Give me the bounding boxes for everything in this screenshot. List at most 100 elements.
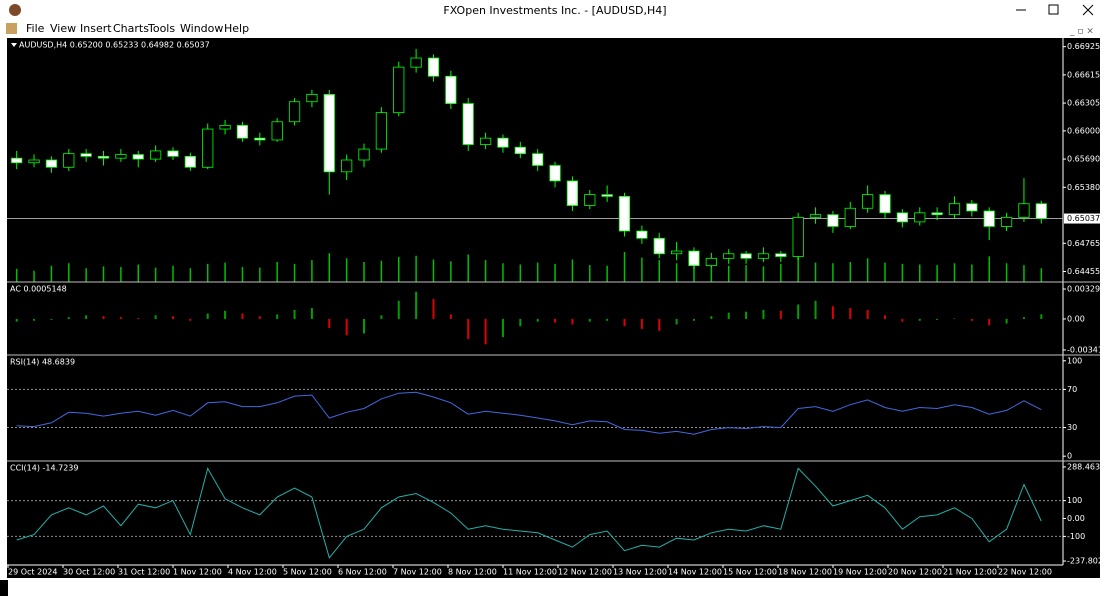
cci-line [16,467,1042,559]
menu-item[interactable]: Charts [113,22,149,35]
candle-body [323,94,335,173]
x-tick-label: 13 Nov 12:00 [613,568,667,577]
child-controls[interactable]: _ ▫ × [1069,27,1094,37]
candle-body [966,203,978,212]
y-tick-label: 0.66925 [1067,42,1100,51]
menu-item[interactable]: Insert [80,22,112,35]
x-tick-label: 1 Nov 12:00 [173,568,222,577]
y-tick-label: 0.66615 [1067,70,1100,79]
candle-body [1000,216,1013,227]
candle-body [757,253,770,259]
candle-body [931,212,943,216]
maximize-button[interactable] [1048,4,1059,15]
candle-body [844,207,856,227]
candle-body [688,250,700,267]
candle-body [11,157,23,164]
y-tick-label: 0 [1067,452,1072,461]
menu-item[interactable]: File [26,22,45,35]
y-tick-label: 0.66000 [1067,126,1100,135]
candle-body [219,125,231,130]
candle-body [375,112,387,150]
indicator-label: RSI(14) 48.6839 [10,358,75,367]
candle-body [879,194,891,214]
menu-item[interactable]: View [50,22,76,35]
y-tick-label: -100 [1067,532,1085,541]
candle-body [601,194,613,197]
x-tick-label: 8 Nov 12:00 [448,568,497,577]
y-tick-label: 70 [1067,385,1077,394]
candle-body [358,148,370,161]
status-marker [0,580,8,596]
candle-body [393,66,405,114]
candle-body [167,150,179,157]
candle-body [549,165,561,182]
y-tick-label: 0.65380 [1067,183,1100,192]
candle-body [1035,203,1047,219]
candle-body [584,194,596,206]
y-tick-label: 100 [1067,496,1082,505]
menu-item[interactable]: Help [224,22,249,35]
chart-layer: 0.66925 0.66615 0.66305 0.66000 0.65690 0.653… [7,42,1108,577]
menu-item[interactable]: Tools [147,22,175,35]
candle-body [827,214,839,227]
candle-body [479,137,492,145]
y-tick-label: 0.003295 [1067,285,1105,294]
candle-body [445,75,457,104]
candle-body [28,159,40,164]
menu-bar [0,20,1110,38]
x-tick-label: 12 Nov 12:00 [558,568,612,577]
y-tick-label: 288.4631 [1067,462,1105,471]
rsi-line [16,391,1042,435]
doc-icon [6,23,17,34]
y-tick-label: 0.66305 [1067,99,1100,108]
candle-body [896,212,908,223]
y-tick-label: 0.00 [1067,514,1085,523]
candle-body [63,153,75,168]
candle-body [97,155,110,159]
x-tick-label: 5 Nov 12:00 [283,568,332,577]
candle-body [514,146,526,155]
candle-body [618,196,631,232]
x-tick-label: 22 Nov 12:00 [998,568,1052,577]
candle-body [1018,203,1030,218]
window-title: FXOpen Investments Inc. - [AUDUSD,H4] [443,4,666,17]
y-tick-label: -237.8024 [1067,557,1108,566]
candle-body [671,250,683,255]
current-price-label: 0.65037 [1067,214,1100,223]
candle-body [809,214,822,218]
x-tick-label: 30 Oct 12:00 [63,568,115,577]
indicator-label: CCI(14) -14.7239 [10,464,78,473]
x-tick-label: 21 Nov 12:00 [943,568,997,577]
candle-body [705,257,717,267]
candle-body [254,137,266,141]
y-tick-label: 0.00 [1067,314,1085,323]
x-tick-label: 11 Nov 12:00 [503,568,557,577]
x-tick-label: 15 Nov 12:00 [723,568,777,577]
close-button[interactable] [1082,4,1094,16]
candle-body [566,180,579,206]
candle-body [45,159,58,168]
menu-item[interactable]: Window [180,22,223,35]
candle-body [636,230,648,239]
candle-body [497,137,509,148]
y-tick-label: 100 [1067,356,1082,365]
candle-body [740,253,752,259]
x-tick-label: 7 Nov 12:00 [393,568,442,577]
candle-body [202,128,214,168]
candle-body [80,153,92,157]
candle-body [184,155,196,168]
chart-area [7,38,1100,578]
x-tick-label: 20 Nov 12:00 [888,568,942,577]
candle-body [775,253,787,257]
candle-body [150,150,162,160]
x-tick-label: 19 Nov 12:00 [833,568,887,577]
candle-body [532,153,544,166]
candle-body [862,194,874,209]
x-tick-label: 31 Oct 12:00 [118,568,170,577]
candle-body [132,154,144,160]
candle-body [410,57,422,68]
candle-body [462,103,474,145]
candle-body [306,94,318,103]
